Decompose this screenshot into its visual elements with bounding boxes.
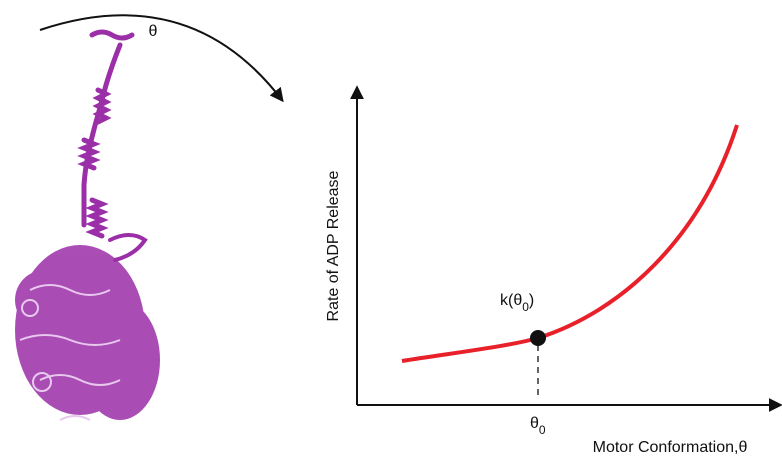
x-axis-label: Motor Conformation,θ <box>593 439 748 456</box>
point-label: k(θ0) <box>500 292 534 314</box>
protein-body <box>15 245 160 420</box>
point-label-suffix: ) <box>529 292 534 309</box>
point-label-prefix: k(θ <box>500 292 522 309</box>
rate-curve <box>401 124 739 363</box>
y-axis-label: Rate of ADP Release <box>325 170 342 321</box>
x-marker-base: θ <box>530 415 539 432</box>
point-label-sub: 0 <box>522 300 529 314</box>
x-marker-sub: 0 <box>539 423 546 437</box>
rotation-label: θ <box>149 23 158 40</box>
protein-structure <box>77 29 148 262</box>
rotation-arrow <box>39 14 284 103</box>
protein-detail <box>19 284 121 421</box>
x-marker-label: θ0 <box>530 415 546 437</box>
operating-point <box>530 330 546 346</box>
